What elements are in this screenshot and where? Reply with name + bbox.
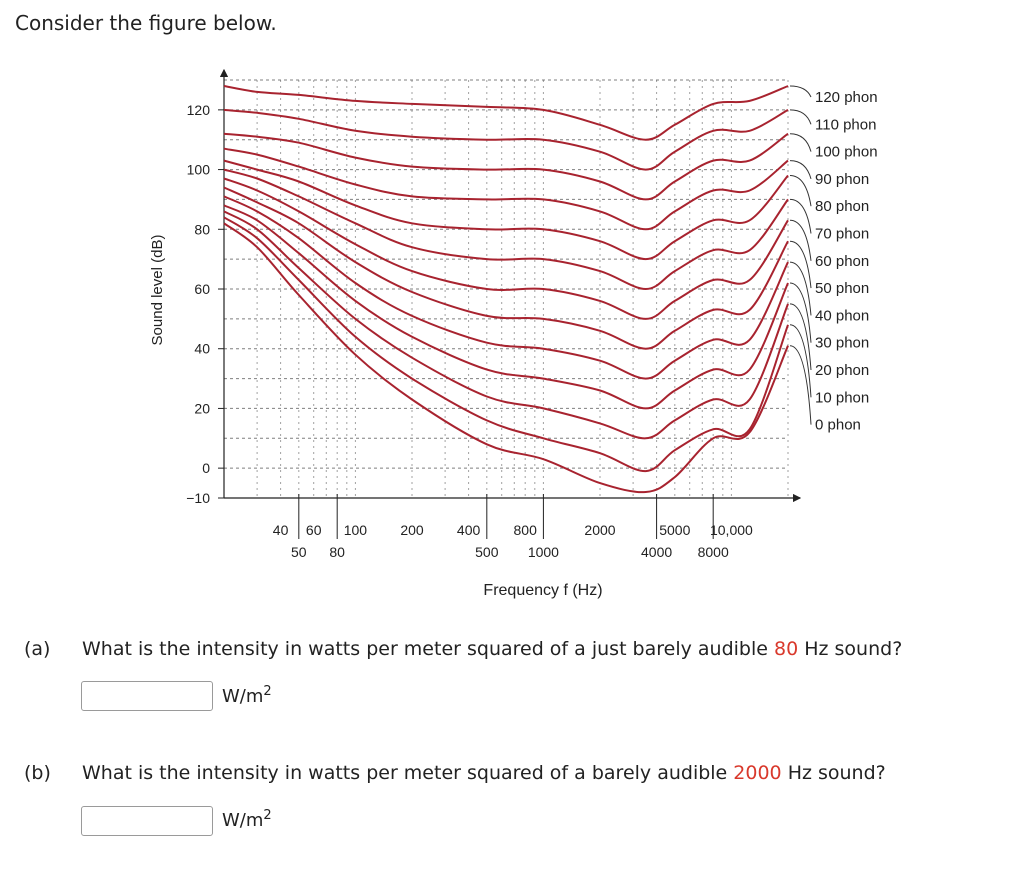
phon-curve bbox=[223, 195, 789, 380]
phon-curve bbox=[223, 108, 789, 171]
phon-curve bbox=[223, 85, 789, 141]
intro-text: Consider the figure below. bbox=[15, 11, 277, 35]
unit-exponent: 2 bbox=[263, 808, 272, 823]
y-axis-label: Sound level (dB) bbox=[149, 235, 166, 346]
question-text-end: Hz sound? bbox=[798, 638, 903, 660]
phon-label: 120 phon bbox=[815, 89, 878, 106]
phon-label-leader bbox=[789, 303, 812, 371]
phon-label-leader bbox=[789, 198, 812, 234]
phon-label-leader bbox=[789, 345, 812, 425]
x-tick-label: 200 bbox=[400, 522, 424, 538]
phon-label: 30 phon bbox=[815, 335, 869, 352]
x-tick-label: 400 bbox=[457, 522, 481, 538]
x-axis-label: Frequency f (Hz) bbox=[483, 582, 602, 599]
phon-label-leader bbox=[789, 324, 812, 398]
y-tick-label: −10 bbox=[186, 490, 210, 506]
phon-label: 40 phon bbox=[815, 307, 869, 324]
x-tick-label: 10,000 bbox=[710, 522, 753, 538]
phon-curve bbox=[223, 210, 789, 440]
answer-a-input[interactable] bbox=[81, 681, 213, 711]
phon-curve bbox=[223, 204, 789, 410]
phon-curve bbox=[223, 177, 789, 320]
x-tick-label: 50 bbox=[291, 544, 307, 560]
unit-base: W/m bbox=[222, 686, 264, 707]
x-tick-label: 40 bbox=[273, 522, 289, 538]
question-text-end: Hz sound? bbox=[781, 762, 886, 784]
phon-curve bbox=[223, 186, 789, 350]
phon-label: 0 phon bbox=[815, 417, 861, 434]
x-tick-label: 60 bbox=[306, 522, 322, 538]
highlight-value: 80 bbox=[774, 638, 799, 660]
phon-label: 100 phon bbox=[815, 144, 878, 161]
x-tick-label: 800 bbox=[514, 522, 538, 538]
unit-base: W/m bbox=[222, 810, 264, 831]
question-b: (b) What is the intensity in watts per me… bbox=[24, 762, 886, 784]
y-tick-label: 40 bbox=[194, 341, 210, 357]
phon-label: 10 phon bbox=[815, 389, 869, 406]
y-tick-label: 120 bbox=[187, 102, 211, 118]
question-part-label: (a) bbox=[24, 638, 51, 660]
phon-curve bbox=[223, 132, 789, 201]
phon-label: 110 phon bbox=[815, 116, 876, 133]
phon-curve bbox=[223, 159, 789, 261]
phon-label: 60 phon bbox=[815, 253, 869, 270]
phon-label: 80 phon bbox=[815, 198, 869, 215]
phon-curve bbox=[223, 168, 789, 291]
phon-label-leader bbox=[789, 133, 812, 152]
phon-label-leader bbox=[789, 85, 812, 98]
x-tick-label: 8000 bbox=[698, 544, 729, 560]
x-tick-label: 500 bbox=[475, 544, 499, 560]
phon-label-leader bbox=[789, 219, 812, 261]
y-tick-label: 80 bbox=[194, 221, 210, 237]
phon-curve bbox=[223, 147, 789, 231]
unit-a: W/m2 bbox=[222, 684, 272, 707]
y-tick-label: 20 bbox=[194, 400, 210, 416]
question-text: What is the intensity in watts per meter… bbox=[82, 762, 734, 784]
phon-label: 70 phon bbox=[815, 226, 869, 243]
phon-curves bbox=[223, 85, 789, 494]
x-tick-label: 100 bbox=[344, 522, 368, 538]
highlight-value: 2000 bbox=[733, 762, 782, 784]
phon-label: 90 phon bbox=[815, 171, 869, 188]
question-part-label: (b) bbox=[24, 762, 51, 784]
question-a: (a) What is the intensity in watts per me… bbox=[24, 638, 902, 660]
x-tick-label: 4000 bbox=[641, 544, 672, 560]
y-tick-label: 100 bbox=[187, 162, 211, 178]
phon-label-leader bbox=[789, 175, 812, 207]
x-tick-label: 80 bbox=[329, 544, 345, 560]
phon-curve bbox=[223, 216, 789, 473]
phon-labels: 120 phon 110 phon 100 phon 90 phon 80 phon 70… bbox=[789, 85, 878, 434]
phon-label-leader bbox=[789, 282, 812, 343]
phon-curve bbox=[223, 222, 789, 494]
x-tick-label: 5000 bbox=[659, 522, 690, 538]
phon-label-leader bbox=[789, 240, 812, 289]
unit-b: W/m2 bbox=[222, 808, 272, 831]
answer-b-input[interactable] bbox=[81, 806, 213, 836]
phon-label-leader bbox=[789, 109, 812, 125]
phon-label-leader bbox=[789, 261, 812, 316]
x-tick-label: 1000 bbox=[528, 544, 559, 560]
question-text: What is the intensity in watts per meter… bbox=[82, 638, 774, 660]
x-tick-label: 2000 bbox=[584, 522, 615, 538]
phon-label-leader bbox=[789, 160, 812, 180]
y-tick-label: 0 bbox=[202, 460, 210, 476]
phon-label: 20 phon bbox=[815, 362, 869, 379]
unit-exponent: 2 bbox=[263, 684, 272, 699]
y-tick-label: 60 bbox=[194, 281, 210, 297]
phon-label: 50 phon bbox=[815, 280, 869, 297]
